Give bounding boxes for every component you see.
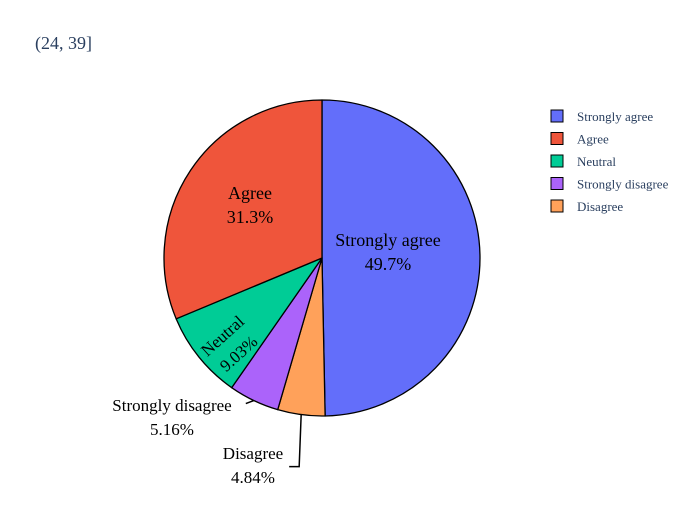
legend-label-agree: Agree [577,132,609,147]
slice-label-strongly-agree: Strongly agree 49.7% [335,230,440,274]
pie-slice-agree[interactable] [163,99,323,320]
legend-swatch-strongly-agree [550,109,564,123]
legend-label-neutral: Neutral [577,154,616,169]
legend-label-strongly-disagree: Strongly disagree [577,177,669,192]
legend-swatch-disagree [550,199,564,213]
slice-label-disagree: Disagree 4.84% [223,444,283,487]
legend-swatch-neutral [550,154,564,168]
pie-slice-strongly-agree[interactable] [321,99,481,417]
legend-item-strongly-agree[interactable]: Strongly agree [550,109,653,124]
legend-swatch-agree [550,132,564,145]
legend-item-neutral[interactable]: Neutral [550,154,616,169]
pie-slice-neutral[interactable] [175,257,323,389]
slice-label-agree: Agree 31.3% [227,183,274,227]
legend-swatch-strongly-disagree [550,177,564,190]
legend-item-strongly-disagree[interactable]: Strongly disagree [550,177,669,192]
slice-percent-disagree: 4.84% [231,468,275,487]
legend-item-disagree[interactable]: Disagree [550,199,623,214]
slice-name-disagree: Disagree [223,444,283,463]
leader-line-strongly-disagree [245,399,255,405]
leader-lines [245,399,302,468]
slice-percent-agree: 31.3% [227,207,274,227]
slice-label-strongly-disagree: Strongly disagree 5.16% [112,396,231,439]
legend-label-strongly-agree: Strongly agree [577,109,653,124]
slice-name-strongly-disagree: Strongly disagree [112,396,231,415]
pie-slices [163,99,481,417]
chart-title: (24, 39] [35,33,92,53]
legend: Strongly agree Agree Neutral Strongly disag… [550,109,669,214]
slice-name-agree: Agree [228,183,272,203]
legend-item-agree[interactable]: Agree [550,132,609,147]
slice-percent-strongly-disagree: 5.16% [150,420,194,439]
leader-line-disagree [289,414,302,468]
slice-name-strongly-agree: Strongly agree [335,230,440,250]
slice-percent-strongly-agree: 49.7% [365,254,412,274]
legend-label-disagree: Disagree [577,199,623,214]
